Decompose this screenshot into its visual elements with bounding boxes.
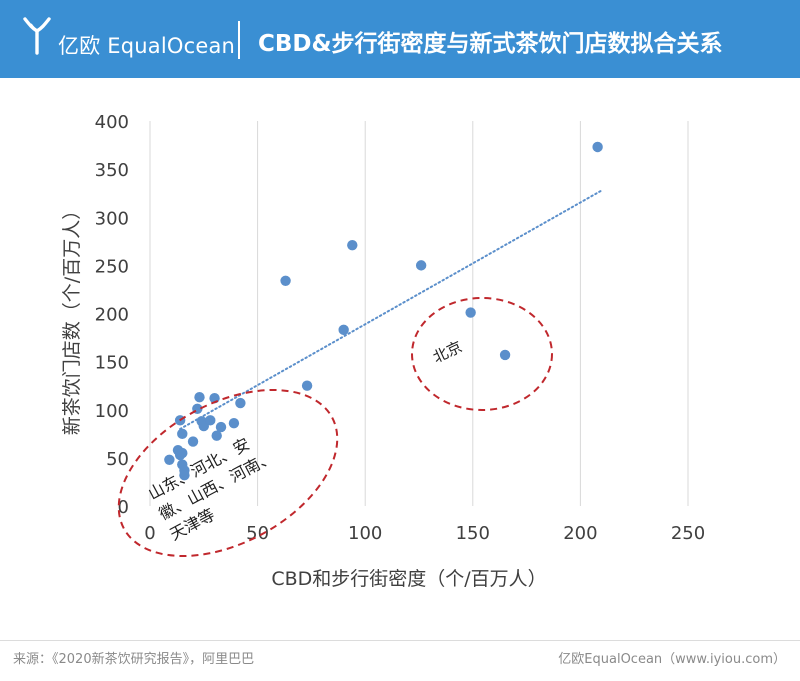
x-axis-ticks: 0 50 100 150 200 250 bbox=[144, 523, 705, 544]
data-point-23 bbox=[347, 239, 358, 251]
annotation-ellipse-beijing bbox=[411, 297, 553, 411]
y-tick-label-8: 400 bbox=[95, 112, 129, 133]
y-tick-label-3: 150 bbox=[95, 353, 129, 374]
page-title: CBD&步行街密度与新式茶饮门店数拟合关系 bbox=[258, 31, 723, 57]
header-divider bbox=[238, 21, 240, 59]
source-note: 来源：《2020新茶饮研究报告》，阿里巴巴 bbox=[13, 652, 255, 667]
data-point-9 bbox=[187, 436, 199, 447]
data-point-14 bbox=[205, 415, 216, 426]
x-tick-label-0: 0 bbox=[144, 523, 155, 544]
footer-brand-url: 亿欧EqualOcean（www.iyiou.com） bbox=[558, 652, 786, 667]
header-bar: 亿欧 EqualOcean CBD&步行街密度与新式茶饮门店数拟合关系 bbox=[0, 0, 800, 78]
y-axis-ticks: 0 50 100 150 200 250 300 350 400 bbox=[95, 112, 129, 518]
x-tick-label-3: 150 bbox=[456, 523, 490, 544]
data-point-0 bbox=[164, 454, 175, 465]
data-point-17 bbox=[215, 421, 227, 433]
data-point-18 bbox=[228, 418, 240, 429]
scatter-chart: 0 50 100 150 200 250 300 350 400 0 50 100 150 200 250… bbox=[61, 112, 705, 590]
y-axis-label: 新茶饮门店数（个/百万人） bbox=[61, 201, 83, 435]
data-point-24 bbox=[415, 260, 427, 271]
footer-divider bbox=[0, 640, 800, 641]
x-tick-label-2: 100 bbox=[348, 523, 382, 544]
y-tick-label-4: 200 bbox=[95, 305, 129, 326]
data-point-16 bbox=[211, 430, 222, 441]
data-point-19 bbox=[235, 397, 246, 409]
x-tick-label-5: 250 bbox=[671, 523, 705, 544]
data-point-21 bbox=[301, 380, 313, 391]
annotation-label-beijing: 北京 bbox=[430, 338, 465, 367]
data-point-6 bbox=[179, 470, 190, 481]
annotation-ellipse-others bbox=[117, 389, 339, 557]
y-tick-label-7: 350 bbox=[95, 160, 129, 181]
data-point-26 bbox=[499, 349, 511, 361]
equalocean-logo-icon bbox=[23, 17, 51, 55]
data-point-20 bbox=[280, 275, 291, 286]
y-tick-label-2: 100 bbox=[95, 401, 129, 422]
data-points bbox=[164, 141, 603, 481]
data-point-22 bbox=[338, 324, 349, 336]
brand-name: 亿欧 EqualOcean bbox=[58, 34, 236, 58]
y-tick-label-5: 250 bbox=[95, 256, 129, 277]
data-point-27 bbox=[592, 141, 603, 153]
x-axis-label: CBD和步行街密度（个/百万人） bbox=[271, 568, 546, 590]
trendline bbox=[179, 189, 603, 430]
x-tick-label-4: 200 bbox=[563, 523, 597, 544]
y-tick-label-6: 300 bbox=[95, 208, 129, 229]
y-tick-label-0: 0 bbox=[118, 497, 129, 518]
y-tick-label-1: 50 bbox=[106, 449, 129, 470]
chart-grid bbox=[149, 121, 689, 506]
data-point-25 bbox=[465, 307, 476, 318]
data-point-7 bbox=[177, 428, 188, 440]
data-point-11 bbox=[194, 392, 205, 403]
data-point-3 bbox=[177, 447, 188, 459]
